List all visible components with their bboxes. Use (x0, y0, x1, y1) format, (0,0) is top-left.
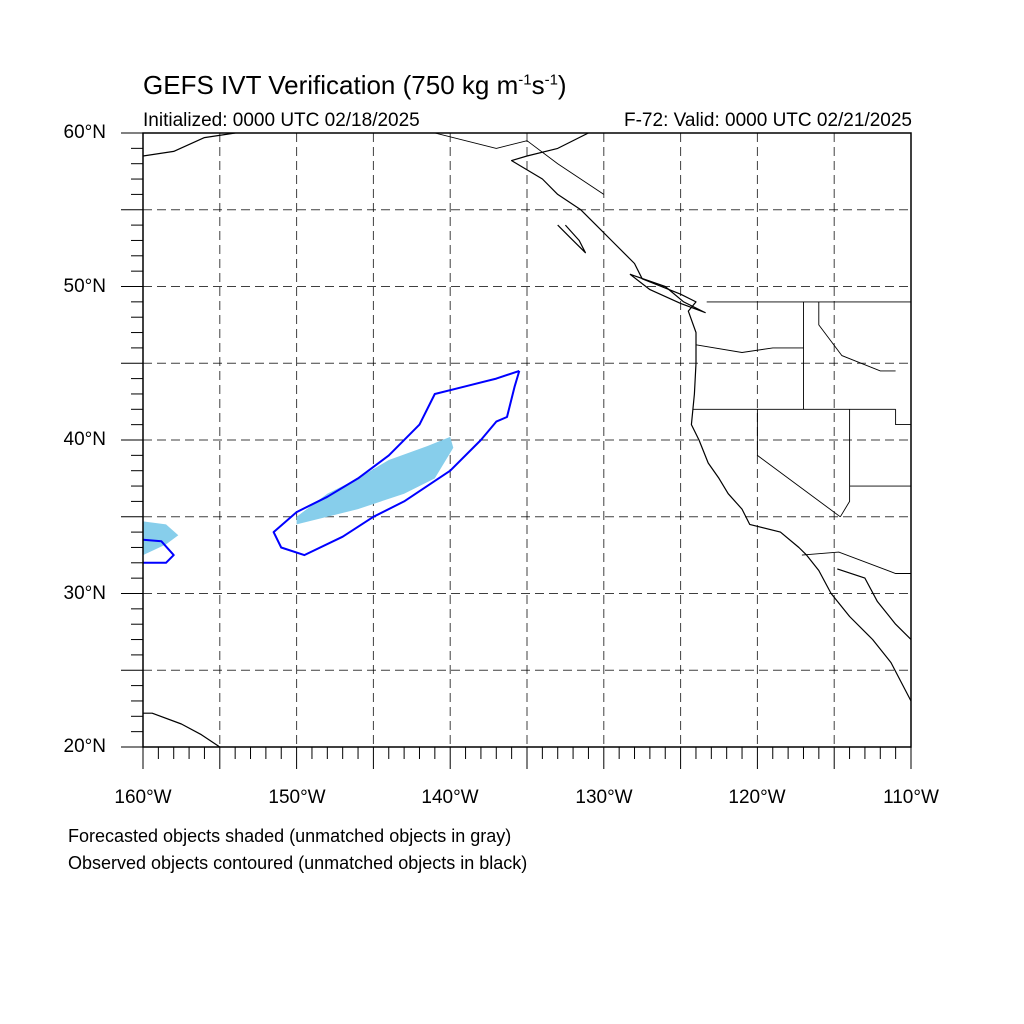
map-title: GEFS IVT Verification (750 kg m-1s-1) (143, 70, 567, 101)
vancouver-island (629, 273, 706, 314)
title-unit-s: s (531, 70, 545, 100)
lon-label-160w: 160°W (114, 787, 172, 808)
map-grid (143, 133, 911, 747)
note-observed: Observed objects contoured (unmatched ob… (68, 853, 528, 873)
title-exponent-1: -1 (518, 71, 532, 89)
forecast-object-west (143, 521, 179, 556)
canada-alaska-border (434, 133, 605, 195)
hawaii-islands (143, 712, 221, 747)
lon-label-110w: 110°W (883, 787, 939, 808)
id-mt-border (818, 301, 896, 372)
lon-label-120w: 120°W (728, 787, 786, 808)
map-frame (142, 132, 912, 748)
lat-label-30n: 30°N (63, 583, 106, 604)
title-close: ) (557, 70, 567, 100)
observed-objects (143, 369, 521, 564)
az-nv-border (839, 409, 851, 518)
title-text: GEFS IVT Verification (750 kg m (143, 70, 519, 100)
observed-contour-main (272, 369, 521, 557)
forecast-objects (143, 436, 454, 556)
alaska-coast (143, 133, 236, 157)
north-america-coast (511, 133, 911, 702)
title-exponent-2: -1 (544, 71, 558, 89)
us-mexico-border (801, 551, 911, 574)
initialized-time: Initialized: 0000 UTC 02/18/2025 (143, 110, 420, 131)
valid-time: F-72: Valid: 0000 UTC 02/21/2025 (624, 110, 912, 131)
coastlines (143, 133, 911, 747)
or-wa-border (695, 344, 804, 353)
forecast-object-main (296, 436, 454, 525)
lon-label-140w: 140°W (421, 787, 479, 808)
political-borders (434, 133, 911, 574)
lon-label-150w: 150°W (268, 787, 326, 808)
haida-gwaii (557, 224, 587, 254)
lat-label-20n: 20°N (63, 736, 106, 757)
lon-label-130w: 130°W (575, 787, 633, 808)
axis-ticks (121, 132, 912, 769)
lat-label-50n: 50°N (63, 276, 106, 297)
ut-border (895, 409, 911, 426)
note-forecast: Forecasted objects shaded (unmatched obj… (68, 826, 512, 846)
ca-nv-border (756, 409, 841, 518)
gulf-of-california-east-coast (837, 568, 911, 640)
lat-label-40n: 40°N (63, 429, 106, 450)
observed-contour-west (143, 538, 175, 564)
lat-label-60n: 60°N (63, 122, 106, 143)
